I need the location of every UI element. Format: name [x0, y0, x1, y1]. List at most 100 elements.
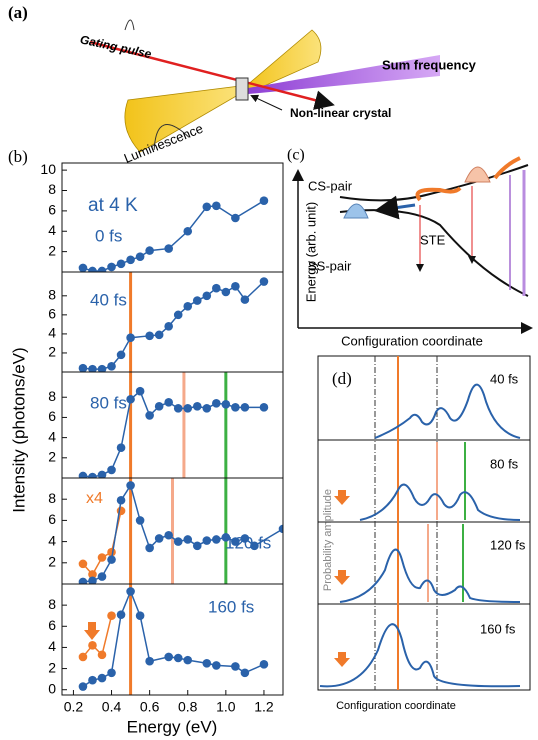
data-point [78, 471, 88, 478]
label: Non-linear crystal [290, 106, 391, 120]
data-point [212, 201, 221, 211]
subplot [78, 196, 269, 272]
y-axis-label: Probability amplitude [322, 489, 334, 591]
data-point [231, 403, 240, 412]
data-point [164, 321, 173, 331]
data-point [88, 472, 97, 478]
y-tick-label: 10 [40, 161, 56, 177]
data-point [202, 404, 212, 413]
data-point [259, 660, 269, 669]
data-point [88, 364, 97, 372]
data-point [97, 364, 107, 372]
y-tick-label: 4 [48, 222, 56, 238]
data-point [78, 577, 88, 584]
arrow-icon [84, 622, 100, 640]
x-tick-label: 0.4 [102, 699, 122, 715]
data-point [164, 397, 173, 407]
curve [374, 383, 521, 439]
label: CS-pair [308, 178, 353, 193]
y-tick-label: 2 [48, 242, 56, 258]
data-point [145, 246, 154, 255]
annotation: 120 fs [225, 533, 271, 552]
data-point [126, 394, 135, 404]
data-point [221, 287, 231, 297]
series-line [82, 615, 113, 658]
x-tick-label: 1.2 [254, 699, 274, 715]
curve [319, 623, 521, 688]
y-tick-label: 2 [48, 659, 56, 675]
data-point [154, 402, 164, 411]
data-point [231, 281, 240, 291]
time-label: 80 fs [490, 456, 519, 471]
data-point [135, 611, 145, 621]
x-axis-label: Configuration coordinate [341, 333, 483, 348]
y-axis-label: Intensity (photons/eV) [9, 347, 28, 512]
data-point [231, 213, 240, 223]
arrow [250, 94, 283, 111]
data-point [107, 262, 116, 272]
panel-c: (c) CS-pair STE SS-pair Energy (arb. uni… [287, 147, 533, 348]
x-axis-label: Energy (eV) [127, 717, 218, 736]
data-point [173, 653, 183, 663]
arrow [374, 195, 416, 220]
curve [359, 483, 521, 521]
annotation: x4 [86, 490, 103, 507]
data-point [107, 611, 116, 621]
data-point [221, 533, 231, 542]
y-axis-label: Energy (arb. unit) [303, 202, 318, 302]
data-point [135, 516, 145, 525]
y-tick-label: 8 [48, 181, 56, 197]
y-tick-label: 4 [48, 638, 56, 654]
frame [317, 355, 531, 691]
y-tick-label: 4 [48, 532, 56, 548]
curve [339, 548, 521, 603]
pulse-icon [124, 19, 135, 31]
data-point [97, 673, 107, 683]
x-tick-label: 0.8 [178, 699, 198, 715]
annotation: 40 fs [90, 290, 127, 309]
wavepacket [343, 203, 369, 219]
annotation: at 4 K [88, 195, 138, 216]
panel-label: (c) [287, 147, 305, 164]
data-point [107, 465, 116, 475]
data-point [126, 333, 135, 343]
data-point [154, 330, 164, 340]
data-point [212, 398, 221, 408]
pulse-icon [153, 124, 190, 150]
data-point [88, 641, 97, 650]
panel-b: (b) Intensity (photons/eV) Energy (eV) 2… [8, 147, 284, 736]
data-point [116, 610, 126, 619]
crystal [235, 77, 249, 101]
data-point [78, 363, 88, 372]
data-point [164, 652, 173, 662]
data-point [135, 252, 145, 262]
subplot [78, 584, 269, 695]
x-tick-label: 0.2 [64, 699, 84, 715]
data-point [240, 668, 250, 678]
data-point [278, 524, 283, 534]
gating-beam [89, 40, 335, 110]
data-point [154, 534, 164, 543]
time-label: 160 fs [480, 621, 516, 636]
panel-d: (d) Probability amplitude Configuration … [317, 355, 531, 712]
data-point [192, 296, 202, 305]
data-point [192, 541, 202, 551]
data-point [202, 202, 212, 212]
data-point [97, 553, 107, 562]
series-line [82, 510, 122, 576]
plot-frame [61, 371, 284, 479]
data-point [231, 662, 240, 671]
y-tick-label: 6 [48, 306, 56, 322]
data-point [250, 541, 259, 551]
data-point [145, 543, 154, 553]
data-point [88, 675, 97, 685]
data-point [78, 682, 88, 691]
data-point [116, 495, 126, 505]
time-label: 40 fs [490, 371, 519, 386]
subplot [78, 372, 269, 478]
data-point [97, 266, 107, 272]
y-tick-label: 8 [48, 596, 56, 612]
data-point [212, 535, 221, 544]
data-point [88, 266, 97, 272]
luminescence-cone [124, 85, 241, 153]
